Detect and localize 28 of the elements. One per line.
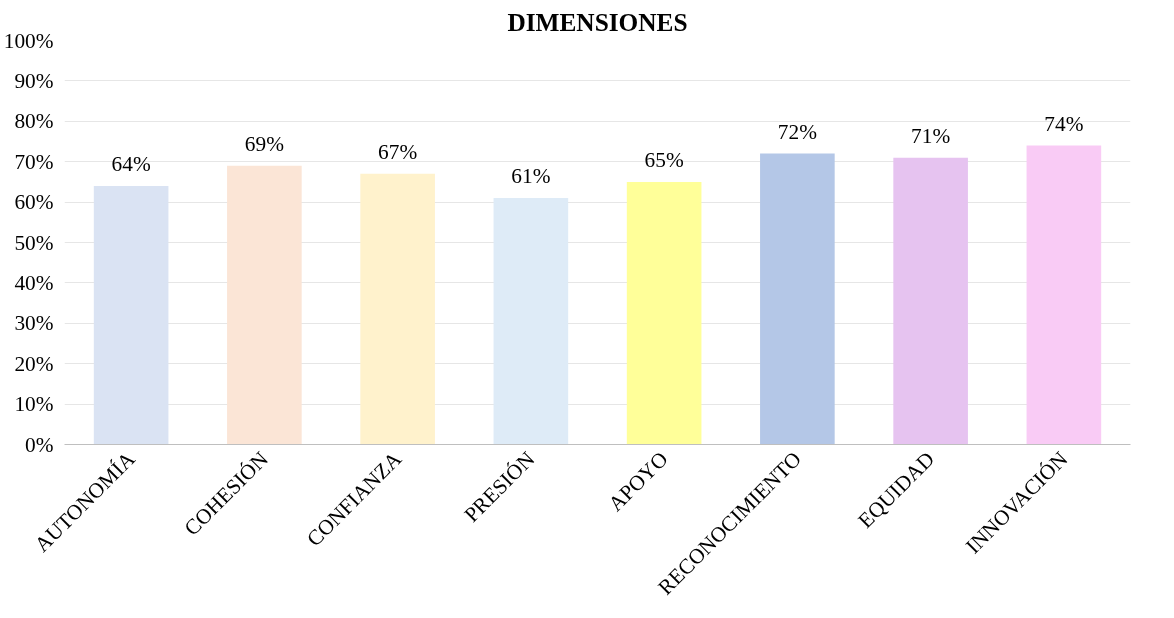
y-tick-label: 40%	[14, 270, 54, 295]
bar	[1026, 145, 1102, 445]
data-label: 71%	[911, 123, 951, 148]
y-tick-label: 90%	[14, 68, 54, 93]
data-label: 67%	[378, 139, 418, 164]
chart-title: DIMENSIONES	[507, 7, 688, 36]
y-tick-label: 20%	[14, 351, 54, 376]
data-label: 69%	[244, 131, 285, 156]
bar	[626, 181, 702, 445]
y-tick-label: 100%	[3, 28, 54, 53]
data-label: 74%	[1044, 111, 1084, 136]
data-label: 65%	[644, 147, 684, 172]
y-tick-label: 80%	[14, 109, 54, 134]
data-label: 64%	[111, 151, 151, 176]
bar	[93, 185, 169, 445]
y-tick-label: 70%	[14, 149, 54, 174]
data-label: 61%	[511, 164, 551, 189]
y-tick-label: 60%	[14, 190, 54, 215]
bar	[893, 157, 968, 445]
bar	[760, 153, 835, 445]
data-label: 72%	[777, 119, 818, 144]
y-tick-label: 30%	[14, 311, 54, 336]
y-tick-label: 0%	[25, 432, 54, 457]
y-tick-label: 10%	[14, 392, 54, 417]
bar	[360, 173, 435, 445]
bar	[493, 198, 569, 445]
bar	[227, 165, 302, 445]
y-tick-label: 50%	[14, 230, 54, 255]
